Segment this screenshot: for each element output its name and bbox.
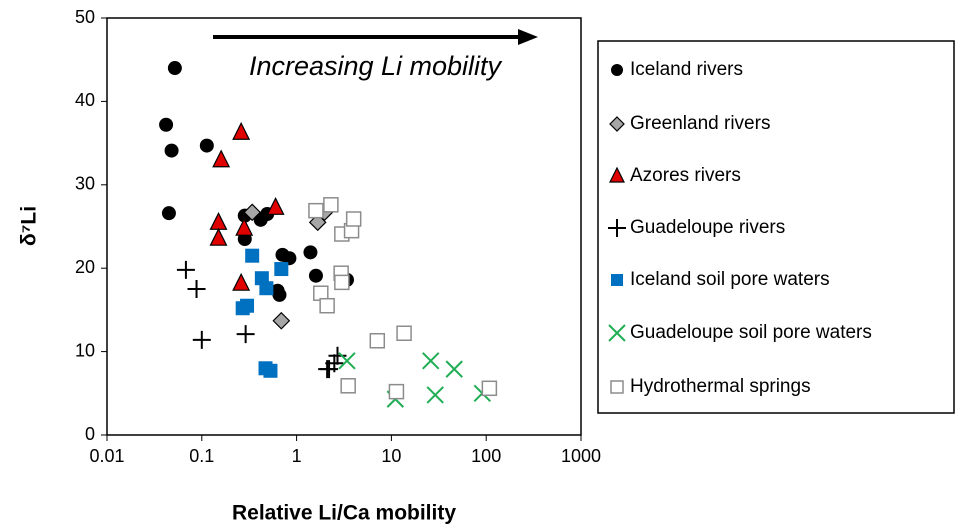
point — [282, 251, 297, 266]
point — [340, 378, 356, 394]
point — [187, 280, 206, 299]
legend-label: Guadeloupe rivers — [630, 217, 785, 238]
y-tick-label: 40 — [75, 90, 95, 110]
legend-label: Guadeloupe soil pore waters — [630, 322, 872, 343]
legend-label: Hydrothermal springs — [630, 376, 811, 397]
legend-marker — [611, 274, 623, 286]
point — [159, 117, 174, 132]
point — [263, 363, 278, 378]
y-tick-label: 20 — [75, 257, 95, 277]
point — [270, 283, 285, 298]
point — [388, 383, 405, 400]
point — [422, 352, 440, 370]
annotation: Increasing Li mobility — [249, 51, 503, 81]
point — [303, 245, 318, 260]
point — [272, 311, 291, 330]
point — [236, 325, 255, 344]
point — [308, 268, 323, 283]
legend-label: Greenland rivers — [630, 113, 770, 134]
point — [161, 206, 176, 221]
legend-marker — [609, 166, 625, 183]
point — [232, 272, 251, 291]
point — [232, 121, 251, 140]
point — [274, 262, 289, 277]
point — [209, 227, 228, 246]
point — [245, 248, 260, 263]
point — [176, 260, 195, 279]
point — [481, 380, 498, 397]
x-tick-label: 1000 — [561, 446, 601, 466]
point — [338, 352, 356, 370]
legend-marker — [608, 324, 626, 342]
y-tick-label: 50 — [75, 7, 95, 27]
point — [369, 333, 386, 349]
point — [212, 149, 231, 168]
point — [164, 143, 179, 158]
point — [319, 297, 335, 314]
point — [192, 330, 211, 349]
point — [235, 217, 254, 236]
point — [167, 61, 182, 76]
point — [396, 325, 412, 342]
x-tick-label: 100 — [471, 446, 501, 466]
legend-label: Iceland soil pore waters — [630, 269, 830, 290]
point — [334, 274, 350, 291]
point — [199, 138, 214, 153]
x-axis-label: Relative Li/Ca mobility — [232, 502, 456, 525]
point — [426, 386, 444, 404]
point — [308, 202, 324, 219]
y-tick-label: 0 — [85, 424, 95, 444]
y-axis-label: δ⁷Li — [18, 206, 41, 246]
legend-frame — [597, 40, 955, 414]
legend-label: Iceland rivers — [630, 59, 743, 80]
point — [445, 360, 463, 378]
point — [243, 203, 262, 222]
point — [240, 298, 255, 313]
point — [328, 346, 347, 365]
x-tick-label: 0.01 — [89, 446, 124, 466]
x-tick-label: 0.1 — [189, 446, 214, 466]
legend-label: Azores rivers — [630, 165, 741, 186]
point — [323, 197, 339, 213]
legend-marker — [611, 64, 623, 76]
x-tick-label: 10 — [381, 446, 401, 466]
point — [318, 360, 337, 379]
point — [259, 281, 274, 296]
legend-marker — [608, 219, 626, 237]
point — [209, 211, 228, 230]
plot-frame — [106, 17, 582, 436]
arrow-head — [518, 29, 538, 45]
x-tick-label: 1 — [292, 446, 302, 466]
point — [345, 211, 362, 227]
y-tick-label: 10 — [75, 340, 95, 360]
legend-marker — [609, 116, 625, 132]
y-tick-label: 30 — [75, 174, 95, 194]
point — [266, 196, 285, 215]
legend-marker — [610, 380, 624, 394]
